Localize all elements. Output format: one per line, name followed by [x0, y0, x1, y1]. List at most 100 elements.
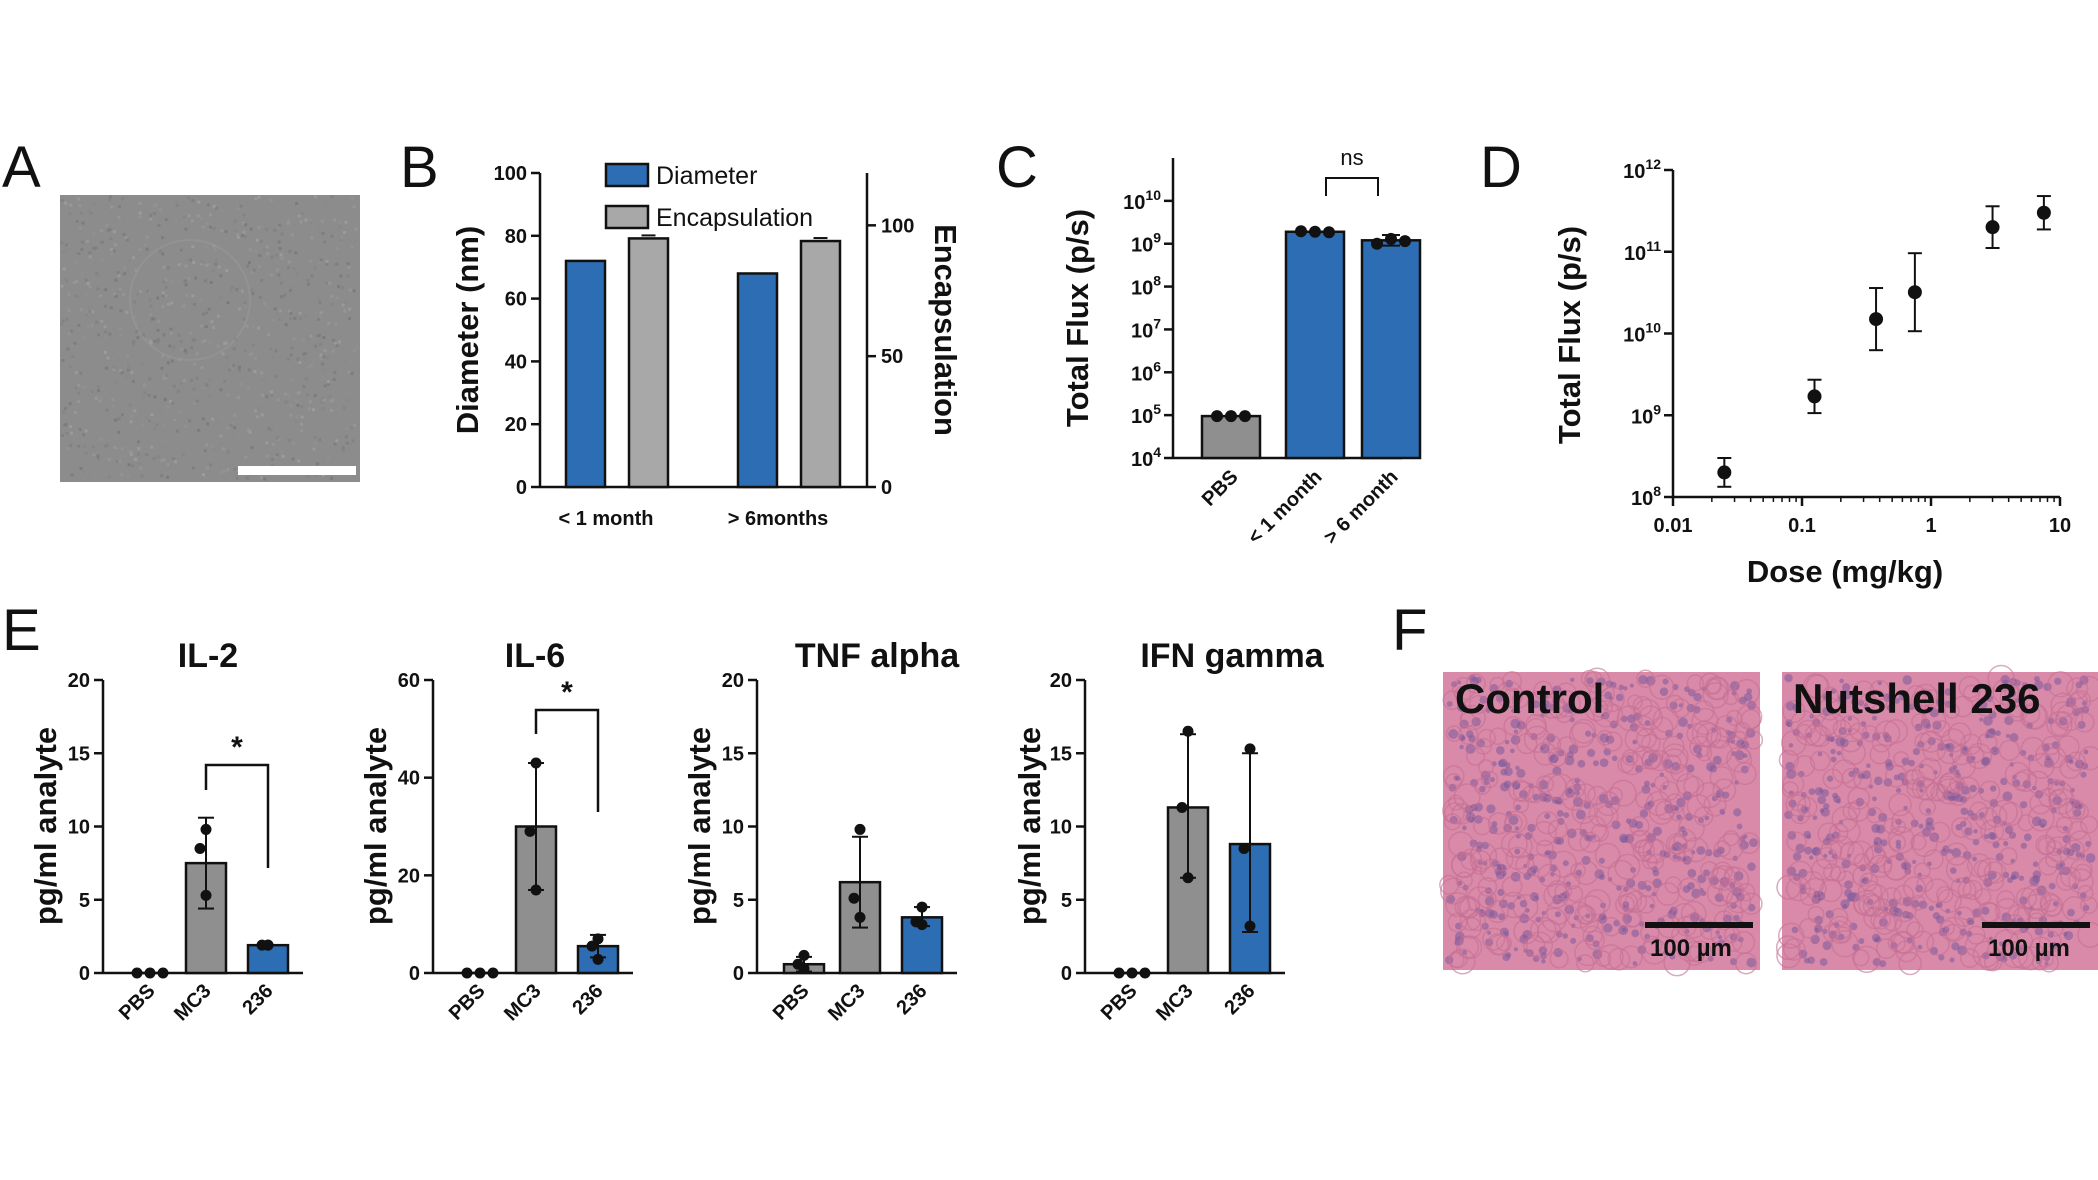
e-category-label: MC3 — [170, 980, 215, 1025]
b-legend-swatch — [604, 162, 650, 188]
scale-bar-nutshell-text: 100 µm — [1988, 935, 2070, 962]
c-bar — [1200, 414, 1262, 460]
e-point — [1126, 967, 1138, 979]
d-point — [1985, 220, 2000, 235]
panel-label-a: A — [2, 135, 41, 200]
e-point — [524, 825, 536, 837]
c-ns-bracket — [1325, 177, 1379, 196]
c-bar — [1360, 239, 1422, 460]
b-legend-swatch — [604, 204, 650, 230]
e-ytick-label: 0 — [409, 963, 420, 985]
b-ylabel-right: Encapsulation — [928, 224, 963, 436]
e-point — [487, 967, 499, 979]
e-point — [1113, 967, 1125, 979]
e-category-label: 236 — [238, 980, 277, 1019]
b-ytick-label: 0 — [516, 477, 527, 499]
c-ytick-label: 105 — [1131, 401, 1161, 428]
e-point — [1182, 872, 1194, 884]
d-xlabel: Dose (mg/kg) — [1747, 554, 1943, 589]
e-point — [200, 889, 212, 901]
tem-scale-bar — [238, 466, 356, 475]
e-sig-bracket — [534, 708, 600, 812]
e-ytick-label: 20 — [1050, 670, 1072, 692]
e-ytick-label: 10 — [68, 817, 90, 839]
d-ytick-label: 108 — [1631, 483, 1661, 510]
scale-bar-control-text: 100 µm — [1650, 935, 1732, 962]
e-point — [1244, 743, 1256, 755]
b-category-label: < 1 month — [558, 508, 653, 530]
e-sig-label: * — [231, 731, 243, 764]
e-ytick-label: 60 — [398, 670, 420, 692]
b-category-label: > 6months — [728, 508, 829, 530]
c-bar — [1284, 230, 1346, 460]
e-ytick-label: 20 — [722, 670, 744, 692]
e-point — [916, 919, 928, 931]
chart-d: 108 109 1010 1011 1012 0.01 0.1 1 10 Dose (mg/kg)… — [1552, 156, 2071, 589]
e-ylabel: pg/ml analyte — [682, 727, 717, 925]
e-category-label: PBS — [769, 980, 814, 1025]
b-ylabel: Diameter (nm) — [450, 226, 485, 434]
histology-control-label: Control — [1455, 675, 1604, 722]
e-point — [592, 933, 604, 945]
e-point — [848, 892, 860, 904]
e-point — [1244, 920, 1256, 932]
b-ytick-label: 100 — [494, 163, 527, 185]
e-ytick-label: 5 — [1061, 890, 1072, 912]
d-point — [1869, 312, 1884, 327]
scale-bar-control — [1645, 922, 1753, 928]
e-point — [530, 884, 542, 896]
c-ytick-label: 106 — [1131, 358, 1161, 385]
e-ytick-label: 0 — [79, 963, 90, 985]
e-point — [530, 757, 542, 769]
c-ns-label: ns — [1340, 145, 1363, 170]
e-point — [916, 901, 928, 913]
e-ytick-label: 20 — [68, 670, 90, 692]
c-point — [1295, 225, 1307, 238]
chart-c: 104 105 106 107 108 109 1010 PBS < 1 month> 6 mo… — [1060, 145, 1422, 549]
c-point — [1323, 226, 1335, 239]
panel-label-b: B — [400, 135, 439, 200]
d-xtick-label: 1 — [1925, 515, 1936, 537]
b-bar — [564, 259, 607, 489]
e-category-label: MC3 — [500, 980, 545, 1025]
e-point — [157, 967, 169, 979]
e-ytick-label: 5 — [79, 890, 90, 912]
e-category-label: PBS — [445, 980, 490, 1025]
e-category-label: PBS — [1097, 980, 1142, 1025]
e-ytick-label: 15 — [1050, 743, 1072, 765]
e-title: TNF alpha — [795, 637, 960, 675]
e-point — [194, 842, 206, 854]
d-ylabel: Total Flux (p/s) — [1552, 226, 1587, 444]
e-point — [1139, 967, 1151, 979]
e-ytick-label: 40 — [398, 768, 420, 790]
e-point — [798, 963, 810, 975]
c-ytick-label: 109 — [1131, 230, 1161, 257]
scale-bar-nutshell — [1982, 922, 2090, 928]
tem-image — [60, 195, 360, 482]
e-point — [461, 967, 473, 979]
panel-label-f: F — [1392, 598, 1427, 663]
histology-nutshell-label: Nutshell 236 — [1793, 675, 2040, 722]
e-sig-label: * — [561, 676, 573, 709]
e-point — [854, 911, 866, 923]
c-point — [1399, 235, 1411, 248]
c-category-label: < 1 month — [1244, 466, 1327, 549]
chart-b: 0 20 40 60 80 100 0 50 100 < 1 month > 6months Diam… — [450, 162, 963, 530]
e-category-label: MC3 — [1152, 980, 1197, 1025]
b-y2tick-label: 50 — [881, 346, 903, 368]
e-ytick-label: 15 — [722, 743, 744, 765]
c-point — [1239, 410, 1251, 423]
e-ytick-label: 20 — [398, 865, 420, 887]
d-ytick-label: 109 — [1631, 401, 1661, 428]
e-point — [592, 953, 604, 965]
c-point — [1371, 237, 1383, 250]
b-bar — [736, 272, 779, 489]
e-ytick-label: 15 — [68, 743, 90, 765]
c-ytick-label: 104 — [1131, 444, 1161, 471]
e-point — [1238, 842, 1250, 854]
c-error-bar — [1382, 233, 1400, 247]
e-point — [474, 967, 486, 979]
b-bar — [799, 239, 842, 489]
